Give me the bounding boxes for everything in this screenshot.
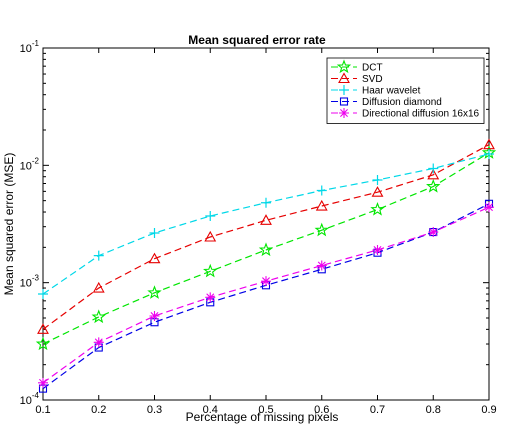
data-point bbox=[93, 337, 104, 348]
data-point bbox=[316, 260, 327, 271]
legend-marker bbox=[339, 97, 349, 106]
x-tick-label: 0.6 bbox=[314, 404, 329, 416]
data-point bbox=[260, 214, 272, 225]
data-point bbox=[92, 281, 105, 293]
legend-label: Directional diffusion 16x16 bbox=[362, 109, 480, 120]
data-point bbox=[428, 163, 439, 174]
data-point bbox=[35, 336, 51, 351]
x-tick-label: 0.7 bbox=[370, 404, 385, 416]
x-tick-label: 0.9 bbox=[481, 404, 496, 416]
data-point bbox=[205, 210, 216, 221]
data-point bbox=[38, 377, 48, 388]
y-tick-label: 10-1 bbox=[20, 39, 40, 55]
data-point bbox=[261, 197, 271, 208]
data-point bbox=[372, 174, 383, 185]
data-point bbox=[427, 168, 440, 180]
legend-label: Haar wavelet bbox=[362, 86, 421, 97]
x-tick-label: 0.8 bbox=[426, 404, 441, 416]
x-tick-label: 0.1 bbox=[35, 404, 50, 416]
legend-entry: DCT bbox=[331, 59, 383, 74]
data-point bbox=[428, 227, 439, 238]
legend-entry: SVD bbox=[331, 72, 383, 85]
data-point bbox=[261, 276, 271, 287]
y-tick-label: 10-3 bbox=[20, 274, 40, 290]
x-tick-label: 0.3 bbox=[147, 404, 162, 416]
series-0 bbox=[35, 145, 497, 351]
legend-entry: Diffusion diamond bbox=[331, 97, 442, 108]
series-line bbox=[42, 144, 490, 330]
data-point bbox=[149, 228, 160, 239]
y-axis-label: Mean squared error (MSE) bbox=[2, 153, 16, 296]
legend-marker bbox=[339, 108, 349, 118]
legend-entry: Haar wavelet bbox=[331, 85, 421, 97]
x-axis-label: Percentage of missing pixels bbox=[186, 410, 339, 424]
data-point bbox=[93, 250, 104, 261]
series-1 bbox=[37, 138, 495, 334]
data-point bbox=[316, 185, 327, 196]
x-tick-label: 0.5 bbox=[258, 404, 273, 416]
legend-entry: Directional diffusion 16x16 bbox=[331, 108, 480, 120]
series-line bbox=[42, 206, 490, 384]
data-point bbox=[372, 244, 383, 255]
legend-marker bbox=[339, 85, 349, 95]
data-point bbox=[148, 252, 161, 264]
data-point bbox=[426, 178, 441, 193]
legend-marker bbox=[336, 59, 352, 74]
series-2 bbox=[38, 148, 494, 300]
data-point bbox=[147, 285, 162, 299]
chart-title: Mean squared error rate bbox=[188, 33, 326, 47]
series-layer bbox=[35, 138, 497, 393]
x-tick-label: 0.4 bbox=[203, 404, 218, 416]
data-point bbox=[314, 222, 329, 237]
data-point bbox=[91, 309, 106, 324]
data-point bbox=[370, 201, 385, 216]
series-line bbox=[42, 203, 490, 390]
legend-label: DCT bbox=[362, 63, 383, 74]
data-point bbox=[204, 230, 217, 242]
data-point bbox=[149, 310, 160, 321]
data-point bbox=[484, 148, 494, 159]
legend-label: Diffusion diamond bbox=[362, 97, 442, 108]
data-point bbox=[37, 323, 49, 334]
legend-label: SVD bbox=[362, 74, 383, 85]
series-3 bbox=[38, 199, 494, 393]
x-tick-label: 0.2 bbox=[91, 404, 106, 416]
legend-marker bbox=[338, 72, 350, 84]
series-line bbox=[42, 152, 490, 345]
y-tick-label: 10-2 bbox=[20, 156, 40, 172]
series-4 bbox=[38, 202, 494, 388]
data-point bbox=[371, 186, 384, 197]
data-point bbox=[484, 202, 494, 213]
data-point bbox=[38, 289, 48, 300]
data-point bbox=[205, 292, 216, 303]
data-point bbox=[315, 199, 328, 211]
data-point bbox=[483, 138, 495, 150]
data-point bbox=[258, 242, 274, 257]
data-point bbox=[203, 263, 218, 278]
